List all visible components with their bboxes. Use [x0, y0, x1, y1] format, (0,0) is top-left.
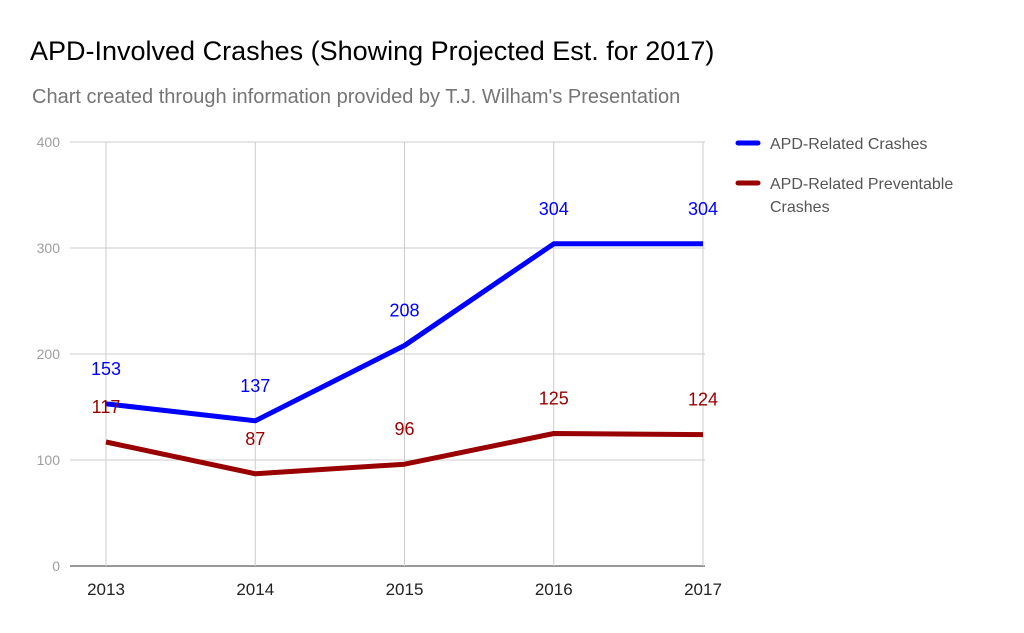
axes: 0 100 200 300 400 2013 2014 2015 2016 2017 — [37, 134, 722, 599]
legend-item: APD-Related Preventable Crashes — [735, 176, 953, 216]
y-tick-label: 100 — [37, 452, 61, 468]
chart-title: APD-Involved Crashes (Showing Projected … — [30, 36, 714, 66]
data-label: 87 — [245, 429, 265, 449]
data-label: 125 — [539, 389, 569, 409]
legend-item: APD-Related Crashes — [735, 136, 927, 153]
x-tick-label: 2014 — [236, 580, 274, 599]
x-tick-label: 2015 — [386, 580, 424, 599]
series-layer — [105, 241, 704, 477]
data-label: 117 — [92, 397, 121, 417]
data-label: 153 — [91, 359, 121, 379]
legend: APD-Related Crashes APD-Related Preventab… — [735, 136, 953, 216]
y-tick-label: 300 — [37, 240, 61, 256]
y-tick-label: 400 — [37, 134, 61, 150]
x-tick-label: 2017 — [684, 580, 722, 599]
series-line-2 — [105, 431, 704, 477]
y-tick-label: 200 — [37, 346, 61, 362]
data-label: 96 — [394, 419, 414, 439]
legend-label: APD-Related Preventable Crashes — [770, 176, 953, 216]
x-tick-label: 2016 — [535, 580, 573, 599]
data-label: 304 — [688, 199, 718, 219]
series-line-1 — [105, 241, 703, 424]
data-label: 304 — [539, 199, 569, 219]
data-label: 137 — [240, 376, 270, 396]
data-label: 124 — [688, 390, 718, 410]
legend-label: APD-Related Crashes — [770, 136, 927, 153]
y-tick-label: 0 — [52, 558, 60, 574]
data-label: 208 — [389, 301, 419, 321]
x-tick-label: 2013 — [87, 580, 125, 599]
data-labels: 153 137 208 304 304 117 87 96 125 124 — [91, 199, 718, 449]
grid — [70, 141, 705, 567]
chart-subtitle: Chart created through information provid… — [32, 86, 680, 108]
